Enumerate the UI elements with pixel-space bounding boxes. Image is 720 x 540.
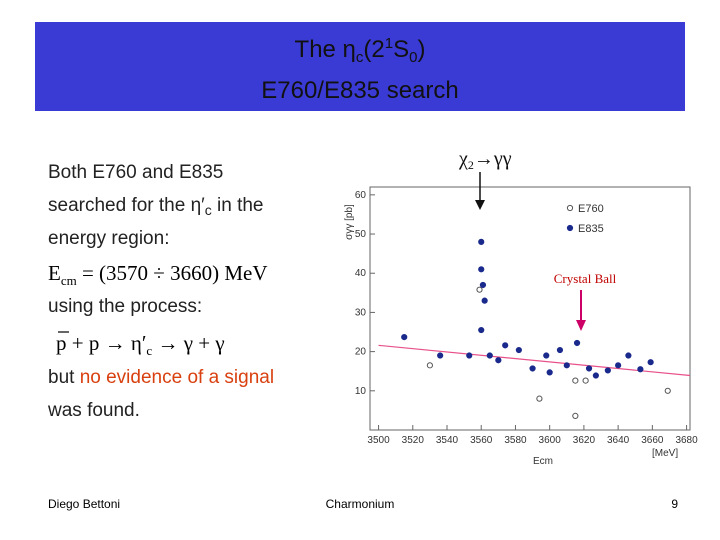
data-point <box>502 342 509 349</box>
x-tick-label: 3520 <box>402 435 425 446</box>
formula: p + p → η′c → γ + γ <box>56 331 225 358</box>
y-tick-label: 60 <box>355 190 367 201</box>
data-point <box>476 286 483 293</box>
text-part: searched for the η′ <box>48 195 205 216</box>
data-point <box>625 352 632 359</box>
data-point <box>546 369 553 376</box>
data-point <box>426 362 433 369</box>
data-point <box>572 377 579 384</box>
body-text: Both E760 and E835 <box>48 162 223 183</box>
data-point <box>556 346 564 354</box>
data-point <box>563 362 570 369</box>
x-tick-label: 3620 <box>573 435 596 446</box>
text-part: c <box>205 202 212 218</box>
data-point <box>529 365 536 372</box>
data-point <box>495 357 502 364</box>
plot-frame <box>369 186 691 431</box>
data-point <box>478 326 485 334</box>
text-part: 2 <box>468 158 474 172</box>
annotation: χ2→γγ <box>458 148 512 172</box>
data-point <box>478 238 485 245</box>
footer-author: Diego Bettoni <box>48 497 120 511</box>
body-text: but no evidence of a signal <box>48 367 274 388</box>
body-text: energy region: <box>48 228 169 249</box>
title-part: c <box>356 49 364 66</box>
x-tick-label: 3500 <box>367 435 390 446</box>
page-number: 9 <box>671 497 678 511</box>
body-text: was found. <box>47 400 140 421</box>
data-point <box>573 339 581 347</box>
data-point <box>486 352 493 359</box>
x-tick-label: 3660 <box>641 435 664 446</box>
data-point <box>437 352 444 359</box>
x-tick-label: 3540 <box>436 435 459 446</box>
legend-label: E760 <box>578 203 604 215</box>
legend-label: E835 <box>578 223 604 235</box>
y-tick-label: 20 <box>355 347 367 358</box>
formula: Ecm = (3570 ÷ 3660) MeV <box>48 261 267 288</box>
text-part: p <box>56 331 67 355</box>
data-point <box>572 412 579 419</box>
footer-topic: Charmonium <box>326 497 395 511</box>
y-tick-label: 40 <box>355 268 367 279</box>
text-part: E <box>48 261 61 285</box>
title-bar <box>35 22 685 111</box>
x-tick-label: 3640 <box>607 435 630 446</box>
title-part: ) <box>417 36 425 63</box>
body-text: searched for the η′c in the <box>48 195 263 218</box>
data-point <box>604 367 611 374</box>
title-part: S <box>393 36 409 63</box>
title: The ηc(21S0) <box>295 35 426 66</box>
text-part: χ <box>458 148 468 170</box>
data-point <box>481 297 488 304</box>
text-part: →γγ <box>474 148 512 170</box>
x-tick-label: 3580 <box>504 435 527 446</box>
text-part: c <box>146 343 152 358</box>
highlight: no evidence of a signal <box>80 367 274 388</box>
data-point <box>615 362 622 369</box>
legend-marker <box>566 224 574 232</box>
y-tick-label: 50 <box>355 229 367 240</box>
arrow-head <box>576 320 586 331</box>
data-point <box>647 359 654 366</box>
x-axis-unit: [MeV] <box>652 448 678 459</box>
title-part: (2 <box>363 36 384 63</box>
data-point <box>582 377 589 384</box>
x-tick-label: 3560 <box>470 435 493 446</box>
data-point <box>401 334 408 341</box>
legend-marker <box>566 204 574 212</box>
data-point <box>637 366 644 373</box>
data-point <box>664 387 671 394</box>
y-tick-label: 30 <box>355 307 367 318</box>
text-part: cm <box>61 273 77 288</box>
y-tick-label: 10 <box>355 386 367 397</box>
title-part: The η <box>295 36 356 63</box>
data-point <box>536 395 543 402</box>
x-tick-label: 3600 <box>539 435 562 446</box>
arrow-head <box>475 200 485 210</box>
text-part: + p → η′ <box>67 331 147 355</box>
text-part: → γ + γ <box>152 331 224 355</box>
y-axis-label: σγγ [pb] <box>344 204 355 240</box>
title-part: 1 <box>385 35 393 52</box>
data-point <box>592 372 599 379</box>
data-point <box>543 352 550 359</box>
title-part: 0 <box>409 49 417 66</box>
body-text: using the process: <box>48 296 202 317</box>
x-axis-label: Ecm <box>533 456 553 467</box>
text-part: in the <box>212 195 264 216</box>
x-tick-label: 3680 <box>675 435 698 446</box>
data-point <box>585 365 593 372</box>
text-part: but <box>48 367 80 388</box>
data-point <box>466 352 473 359</box>
text-part: = (3570 ÷ 3660) MeV <box>77 261 268 285</box>
annotation: Crystal Ball <box>554 271 617 286</box>
title-line2: E760/E835 search <box>261 77 458 104</box>
data-point <box>479 281 487 289</box>
data-point <box>515 346 522 354</box>
data-point <box>478 266 485 273</box>
plot: χ2→γγ Crystal Ball σγγ [pb] Ecm [MeV] 35… <box>344 148 698 467</box>
